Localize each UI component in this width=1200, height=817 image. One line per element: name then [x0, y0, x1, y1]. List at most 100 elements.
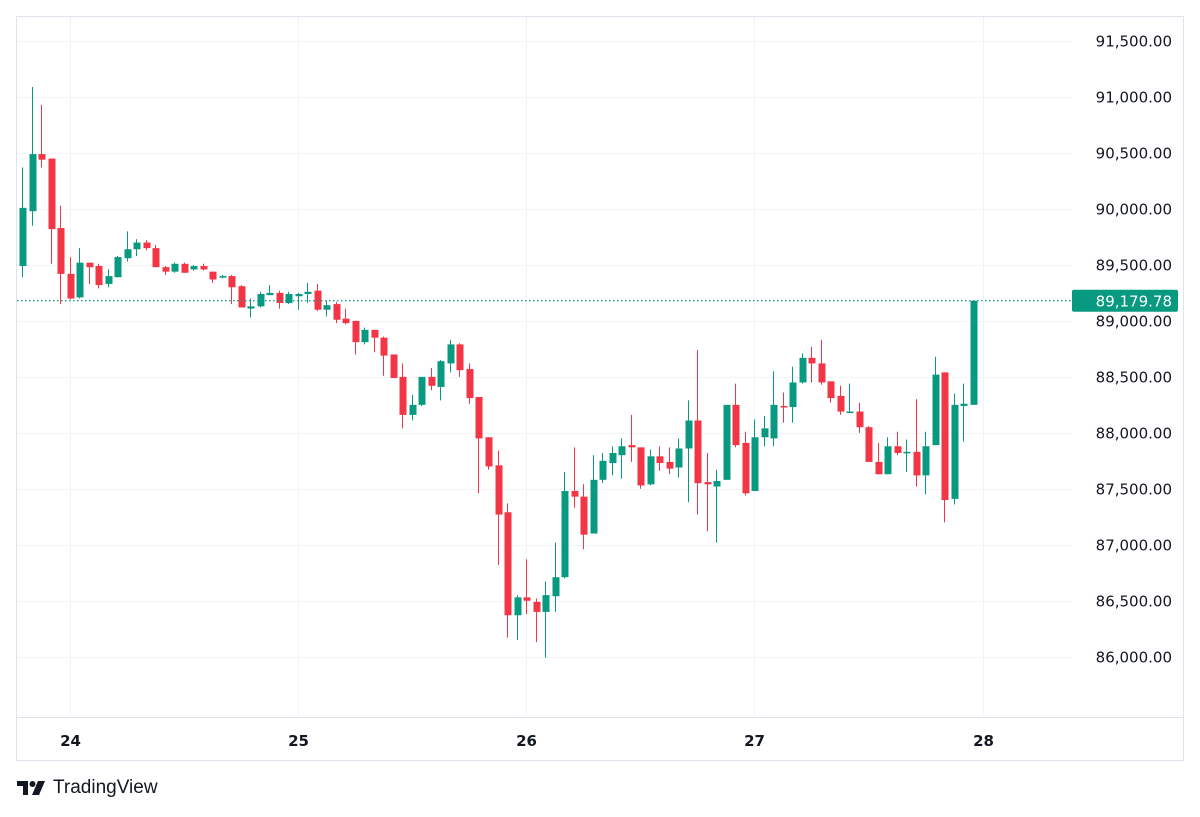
candle-up	[514, 595, 522, 640]
candle-body	[542, 595, 550, 612]
brand[interactable]: TradingView	[17, 777, 158, 799]
candle-body	[399, 376, 407, 415]
candle-body	[171, 263, 179, 272]
candle-down	[352, 320, 360, 355]
candle-down	[162, 266, 170, 275]
y-tick-label: 90,000.00	[1096, 201, 1172, 219]
candle-down	[533, 598, 541, 643]
candle-up	[437, 360, 445, 401]
candle-down	[656, 446, 664, 471]
candle-body	[514, 597, 522, 616]
candle-body	[247, 306, 255, 309]
candle-down	[495, 450, 503, 565]
candle-body	[580, 496, 588, 535]
candle-up	[409, 394, 417, 421]
candle-up	[114, 255, 122, 278]
candle-body	[647, 456, 655, 485]
x-tick-label: 24	[60, 732, 81, 750]
x-tick-label: 27	[744, 732, 765, 750]
candle-body	[295, 294, 303, 297]
x-tick-label: 25	[288, 732, 309, 750]
candle-body	[609, 452, 617, 464]
candle-body	[875, 461, 883, 475]
candle-up	[960, 383, 968, 442]
candle-down	[200, 263, 208, 271]
candle-down	[95, 263, 103, 289]
candle-up	[932, 356, 940, 446]
candle-body	[323, 305, 331, 310]
candle-body	[637, 447, 645, 486]
y-tick-label: 88,000.00	[1096, 425, 1172, 443]
candle-body	[67, 273, 75, 299]
brand-name: TradingView	[53, 777, 158, 798]
candle-down	[523, 559, 531, 615]
candle-down	[818, 339, 826, 385]
candle-body	[951, 404, 959, 499]
last-price-marker: 89,179.78	[17, 289, 1178, 312]
candle-body	[219, 276, 227, 278]
candle-body	[95, 266, 103, 286]
candle-up	[723, 404, 731, 480]
candle-up	[323, 300, 331, 317]
candle-body	[380, 337, 388, 356]
time-axis[interactable]: 24 25 26 27 28	[60, 732, 994, 750]
candle-up	[618, 438, 626, 479]
candle-body	[276, 292, 284, 303]
candle-up	[76, 248, 84, 299]
candle-body	[304, 291, 312, 295]
y-tick-label: 89,500.00	[1096, 257, 1172, 275]
candle-down	[837, 385, 845, 415]
candle-up	[647, 449, 655, 486]
candle-up	[884, 437, 892, 475]
candle-body	[685, 420, 693, 449]
candle-down	[827, 381, 835, 403]
candle-up	[190, 264, 198, 271]
chart-frame	[16, 16, 1184, 761]
candle-up	[247, 298, 255, 318]
candle-body	[837, 395, 845, 412]
candle-body	[865, 427, 873, 462]
candle-up	[266, 285, 274, 296]
candle-down	[342, 308, 350, 325]
candle-body	[789, 382, 797, 408]
candle-up	[219, 274, 227, 279]
candle-body	[133, 242, 141, 250]
candle-body	[751, 437, 759, 492]
candle-body	[333, 304, 341, 320]
candle-body	[228, 276, 236, 288]
candle-body	[561, 491, 569, 578]
candle-body	[76, 262, 84, 298]
y-tick-label: 89,000.00	[1096, 313, 1172, 331]
candle-down	[666, 447, 674, 475]
candle-up	[675, 438, 683, 478]
candle-up	[770, 371, 778, 447]
candle-up	[447, 339, 455, 373]
candle-down	[865, 426, 873, 462]
candle-body	[200, 266, 208, 270]
candle-up	[418, 376, 426, 406]
candle-down	[466, 363, 474, 404]
candle-body	[533, 601, 541, 612]
candle-down	[428, 367, 436, 391]
candle-down	[780, 392, 788, 423]
candle-body	[181, 263, 189, 273]
candle-body	[495, 465, 503, 515]
candle-down	[485, 437, 493, 470]
candle-body	[913, 451, 921, 476]
candle-up	[590, 455, 598, 534]
candle-body	[799, 357, 807, 383]
candle-up	[285, 291, 293, 305]
last-price-label: 89,179.78	[1096, 292, 1172, 310]
candle-body	[675, 448, 683, 468]
candle-up	[789, 366, 797, 423]
price-axis[interactable]: 86,000.00 86,500.00 87,000.00 87,500.00 88,0…	[1096, 33, 1172, 667]
candle-body	[922, 446, 930, 476]
candle-body	[437, 361, 445, 387]
candle-body	[428, 376, 436, 386]
candle-down	[580, 484, 588, 550]
candle-down	[86, 262, 94, 284]
candle-down	[694, 349, 702, 515]
candle-up	[609, 446, 617, 476]
candles	[19, 86, 978, 658]
